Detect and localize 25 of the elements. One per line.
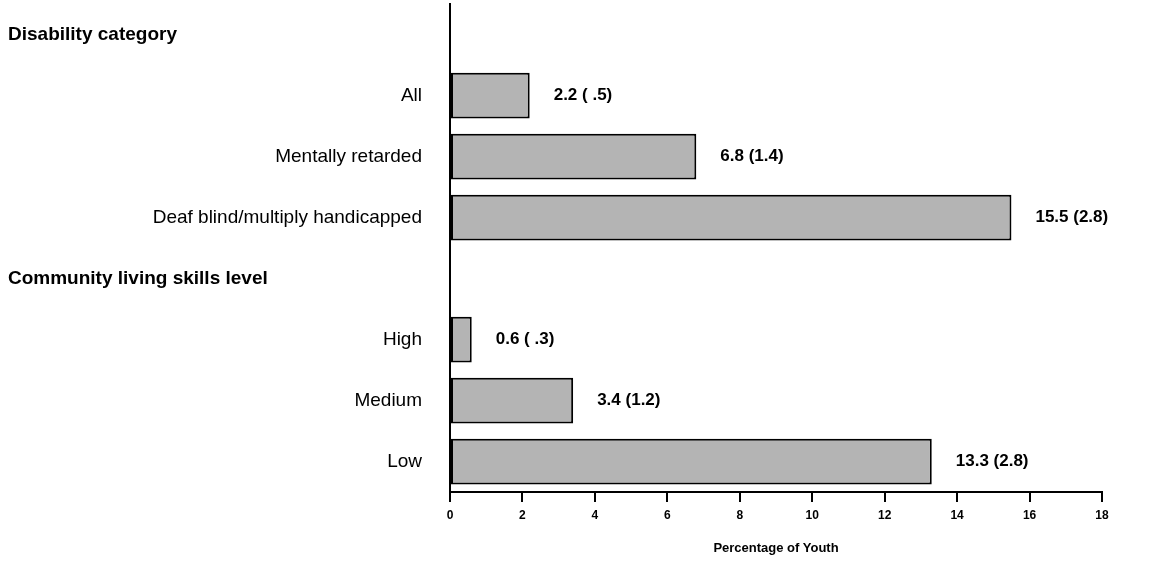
x-tick-label: 2 <box>519 507 527 522</box>
x-tick-label: 0 <box>446 507 454 522</box>
y-tick-label: Mentally retarded <box>275 144 422 166</box>
data-label: 15.5 (2.8) <box>1035 207 1109 227</box>
x-tick-label: 6 <box>663 507 671 522</box>
data-label: 13.3 (2.8) <box>955 451 1029 471</box>
x-tick-label: 8 <box>736 507 744 522</box>
x-axis-title: Percentage of Youth <box>713 539 839 555</box>
x-tick-label: 12 <box>877 507 892 522</box>
data-label: 2.2 ( .5) <box>553 85 613 105</box>
y-tick-label: Deaf blind/multiply handicapped <box>152 205 422 227</box>
x-tick-label: 16 <box>1022 507 1037 522</box>
y-tick-label: All <box>400 83 422 105</box>
y-tick-label: Low <box>387 449 423 471</box>
text: Community living skills level <box>8 266 268 288</box>
text: Disability category <box>8 22 178 44</box>
y-tick-label: Medium <box>354 388 422 410</box>
data-label: 6.8 (1.4) <box>720 146 784 166</box>
x-tick-label: 18 <box>1095 507 1109 522</box>
x-tick-label: 4 <box>591 507 599 522</box>
y-tick-label: High <box>382 327 422 349</box>
x-tick-label: 14 <box>950 507 965 522</box>
data-label: 0.6 ( .3) <box>495 329 555 349</box>
data-label: 3.4 (1.2) <box>597 390 661 410</box>
x-tick-label: 10 <box>805 507 820 522</box>
